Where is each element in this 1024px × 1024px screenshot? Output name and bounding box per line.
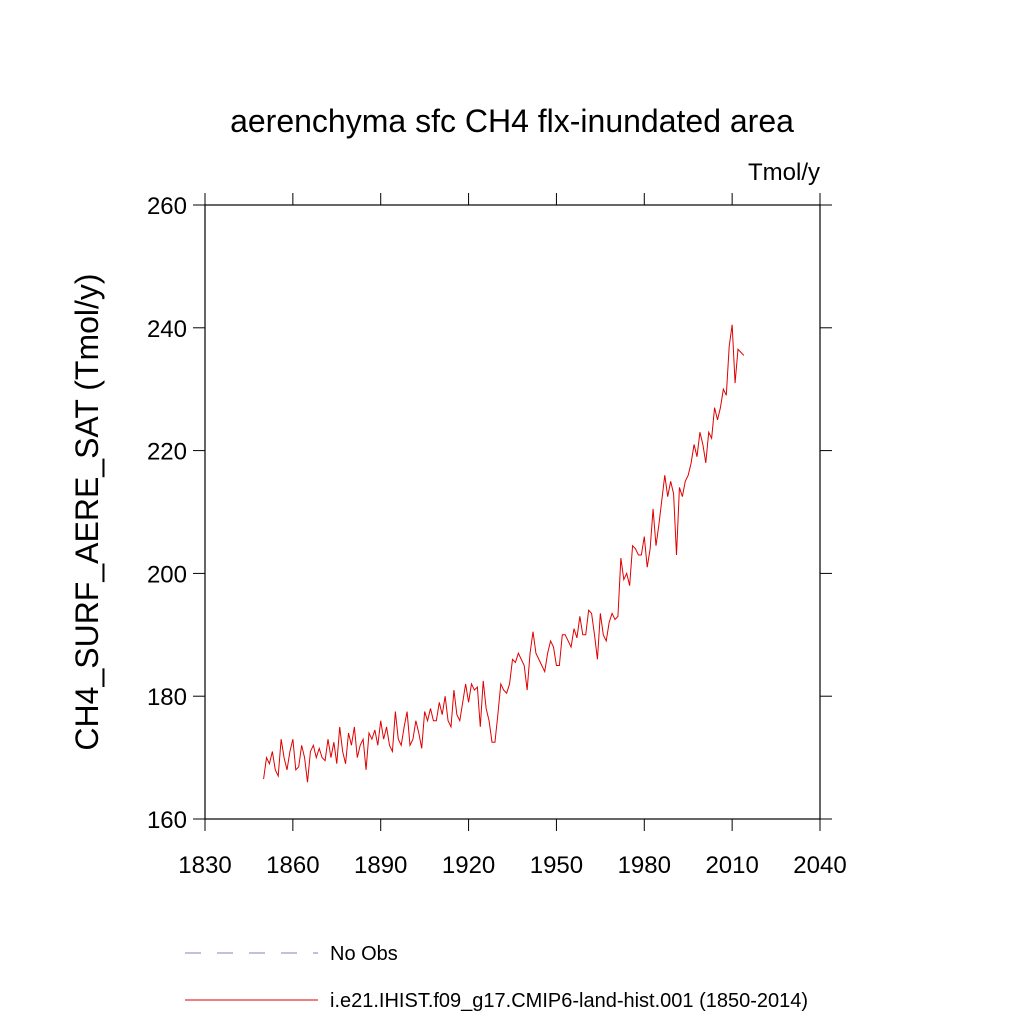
x-tick-label: 2040 xyxy=(793,852,846,879)
x-tick-label: 1950 xyxy=(530,852,583,879)
x-tick-label: 1830 xyxy=(178,852,231,879)
y-tick-label: 200 xyxy=(147,561,187,588)
plot-frame xyxy=(204,204,821,820)
x-tick-label: 1890 xyxy=(354,852,407,879)
units-label: Tmol/y xyxy=(748,159,820,186)
x-tick-label: 1980 xyxy=(618,852,671,879)
y-axis-label: CH4_SURF_AERE_SAT (Tmol/y) xyxy=(69,273,105,750)
y-tick-label: 160 xyxy=(147,807,187,834)
x-tick-label: 2010 xyxy=(705,852,758,879)
y-tick-label: 260 xyxy=(147,193,187,220)
x-tick-label: 1860 xyxy=(266,852,319,879)
y-tick-label: 240 xyxy=(147,316,187,343)
legend-label: i.e21.IHIST.f09_g17.CMIP6-land-hist.001 … xyxy=(330,990,808,1012)
y-tick-label: 220 xyxy=(147,439,187,466)
legend-label: No Obs xyxy=(330,943,398,965)
chart-title: aerenchyma sfc CH4 flx-inundated area xyxy=(230,103,794,139)
x-tick-label: 1920 xyxy=(442,852,495,879)
y-tick-label: 180 xyxy=(147,684,187,711)
data-line xyxy=(263,324,745,783)
